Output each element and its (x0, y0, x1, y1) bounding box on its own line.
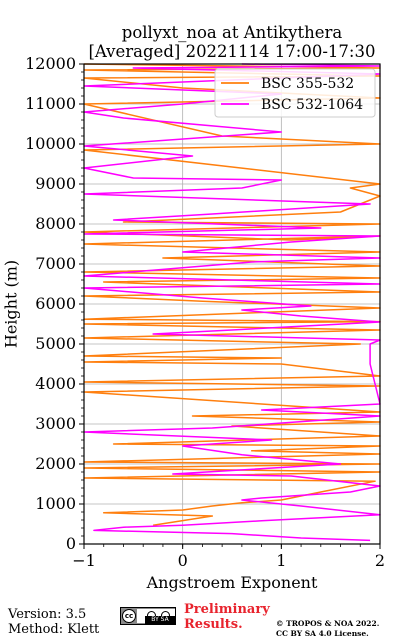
y-tick-label: 9000 (35, 174, 76, 193)
y-tick-label: 8000 (35, 214, 76, 233)
y-tick-label: 6000 (35, 294, 76, 313)
method-text: Method: Klett (8, 622, 100, 637)
x-tick-label: 1 (276, 551, 286, 570)
cc-icon: cc (122, 609, 136, 623)
y-tick-label: 12000 (25, 54, 76, 73)
series-lines (83, 63, 381, 542)
preliminary-line1: Preliminary (184, 602, 270, 617)
y-tick-label: 3000 (35, 414, 76, 433)
y-tick-label: 7000 (35, 254, 76, 273)
series-line-1 (83, 63, 381, 526)
legend-label-2: BSC 532-1064 (261, 97, 363, 113)
copyright-notice: © TROPOS & NOA 2022. CC BY SA 4.0 Licens… (276, 619, 379, 639)
cc-license-badge[interactable]: cc BY SA (120, 607, 176, 625)
series-line-2 (83, 63, 381, 542)
y-tick-label: 11000 (25, 94, 76, 113)
y-tick-label: 4000 (35, 374, 76, 393)
x-tick-label: 0 (178, 551, 188, 570)
y-tick-label: 0 (66, 534, 76, 553)
y-tick-label: 10000 (25, 134, 76, 153)
chart-title: pollyxt_noa at Antikythera (121, 23, 343, 42)
preliminary-notice: Preliminary Results. (184, 602, 270, 632)
chart-subtitle: [Averaged] 20221114 17:00-17:30 (88, 42, 376, 61)
legend-box (214, 68, 376, 118)
x-axis-label: Angstroem Exponent (146, 573, 318, 592)
y-tick-label: 2000 (35, 454, 76, 473)
x-tick-label: −1 (72, 551, 96, 570)
y-tick-label: 1000 (35, 494, 76, 513)
x-tick-label: 2 (375, 551, 385, 570)
cc-badge-text: BY SA (145, 616, 175, 624)
axis-ticks: −1 0 1 201000200030004000500060007000800090… (25, 54, 385, 570)
y-axis-label: Height (m) (2, 260, 21, 348)
copyright-line1: © TROPOS & NOA 2022. (276, 619, 380, 628)
version-text: Version: 3.5 (8, 607, 87, 622)
copyright-line2: CC BY SA 4.0 License. (276, 629, 369, 638)
y-tick-label: 5000 (35, 334, 76, 353)
preliminary-line2: Results. (184, 617, 243, 632)
legend-label-1: BSC 355-532 (261, 76, 354, 92)
legend: BSC 355-532 BSC 532-1064 (214, 68, 376, 118)
